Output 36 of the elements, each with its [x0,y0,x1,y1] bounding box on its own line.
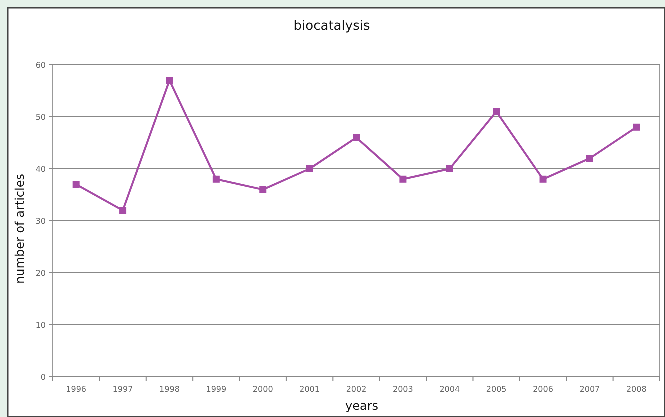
point [400,176,407,183]
point [306,166,314,172]
y-tick-label: 50 [36,112,46,122]
point [212,176,220,183]
x-tick-label: 2007 [580,385,600,394]
point [260,186,267,194]
point [353,134,360,142]
x-tick-label: 2001 [300,385,320,394]
x-axis-title: years [345,399,379,413]
x-tick-label: 2002 [346,385,367,394]
x-tick-label: 2006 [533,385,554,394]
point [540,176,547,183]
x-tick-label: 2004 [440,385,460,394]
point [446,166,454,172]
point [166,77,174,84]
x-tick-label: 1997 [112,385,134,394]
y-axis-title: number of articles [13,174,27,284]
point [633,124,640,131]
x-tick-label: 1998 [160,385,180,394]
point [586,155,594,162]
y-tick-label: 30 [36,216,46,226]
y-tick-label: 0 [40,372,46,382]
x-tick-label: 2003 [393,385,414,394]
point [120,207,127,214]
point [493,108,500,116]
y-tick-label: 40 [36,164,46,174]
y-tick-label: 20 [36,268,46,278]
y-tick-label: 60 [36,60,46,70]
x-tick-label: 2000 [252,385,274,394]
y-tick-label: 10 [36,320,46,330]
x-tick-label: 2008 [626,385,647,394]
x-tick-label: 1999 [206,385,227,394]
point [72,181,80,188]
x-tick-label: 1996 [66,385,87,394]
x-tick-label: 2005 [486,385,507,394]
chart-title: biocatalysis [294,19,370,34]
